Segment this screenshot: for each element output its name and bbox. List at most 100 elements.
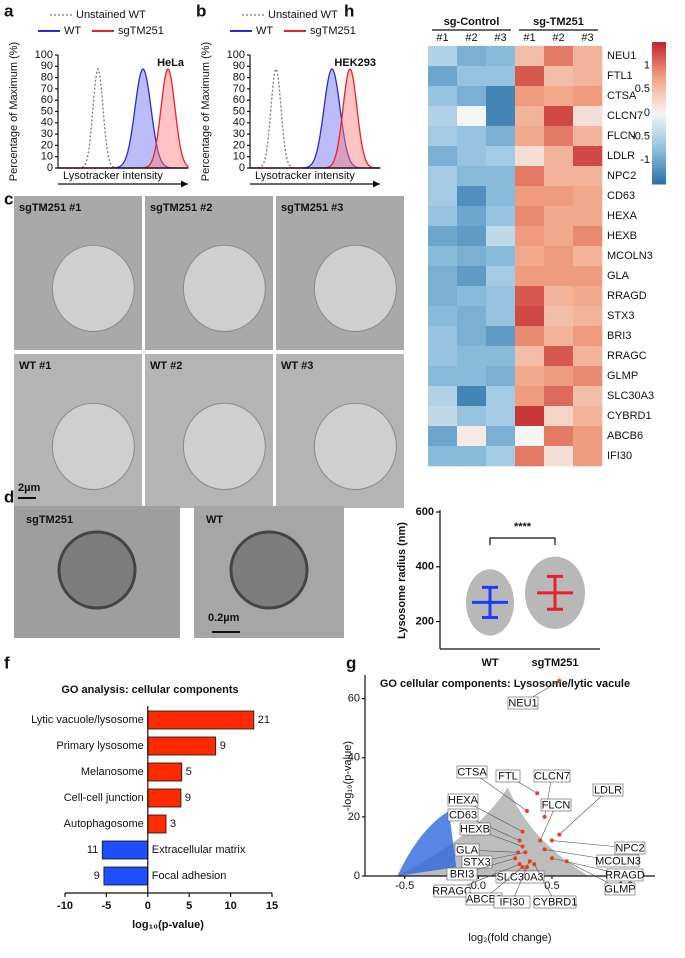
heatmap-cell <box>486 246 516 267</box>
gene-label: SLC30A3 <box>496 871 543 883</box>
image-label: WT #2 <box>150 360 182 372</box>
gene-label: FLCN <box>542 799 571 811</box>
heatmap-cell <box>486 166 516 187</box>
label-box <box>596 854 640 868</box>
count-label: 9 <box>94 870 100 882</box>
heatmap-cell <box>486 286 516 307</box>
colorbar-tick-label: -0.5 <box>631 131 650 143</box>
heatmap-cell <box>544 166 574 187</box>
point <box>520 844 525 849</box>
y-tick-label: 100 <box>227 49 245 61</box>
heatmap-cell <box>486 326 516 347</box>
lysosome <box>229 530 309 610</box>
point <box>527 859 532 864</box>
x-axis-label: Lysotracker intensity <box>255 170 355 182</box>
row-label: NEU1 <box>607 50 636 62</box>
colorbar-segment <box>652 65 666 69</box>
image-label: sgTM251 #2 <box>150 202 212 214</box>
heatmap-cell <box>573 66 603 87</box>
colorbar-segment <box>652 79 666 83</box>
colorbar-segment <box>652 58 666 62</box>
y-axis-label: -log₁₀(p-value) <box>342 741 354 811</box>
heatmap-cell <box>428 406 458 427</box>
x-tick-label: sgTM251 <box>531 657 578 669</box>
lysosome <box>57 530 137 610</box>
y-tick-label: 600 <box>416 506 434 518</box>
colorbar-segment <box>652 117 666 121</box>
heatmap-cell <box>573 386 603 407</box>
heatmap-cell <box>544 126 574 147</box>
x-axis-label: log₁₀(p-value) <box>132 919 204 931</box>
y-tick-label: 0 <box>354 870 360 882</box>
colorbar-segment <box>652 176 666 180</box>
heatmap-cell <box>573 366 603 387</box>
histogram-curve <box>58 68 189 169</box>
heatmap-cell <box>428 226 458 247</box>
image-label: WT #1 <box>19 360 51 372</box>
heatmap-cell <box>515 306 545 327</box>
row-label: ABCB6 <box>607 430 643 442</box>
heatmap-cell <box>573 446 603 467</box>
colorbar-segment <box>652 157 666 161</box>
heatmap-cell <box>457 406 487 427</box>
y-tick-label: 10 <box>233 151 245 163</box>
heatmap-cell <box>428 426 458 447</box>
heatmap-cell <box>515 86 545 107</box>
heatmap-cell <box>486 386 516 407</box>
panel-label: f <box>4 653 10 672</box>
heatmap-cell <box>486 226 516 247</box>
colorbar-segment <box>652 127 666 131</box>
heatmap-cell <box>544 446 574 467</box>
y-axis-label: Percentage of Maximum (%) <box>200 42 212 181</box>
y-tick-label: 10 <box>41 151 53 163</box>
heatmap-cell <box>544 146 574 167</box>
colorbar-segment <box>652 72 666 76</box>
heatmap-cell <box>457 166 487 187</box>
y-tick-label: 40 <box>348 752 360 764</box>
heatmap-cell <box>544 246 574 267</box>
heatmap-cell <box>457 386 487 407</box>
panel-label: h <box>344 1 354 20</box>
colorbar-segment <box>652 63 666 67</box>
colorbar-segment <box>652 46 666 50</box>
gene-label: BRI3 <box>450 868 474 880</box>
gene-label: FTL <box>498 770 518 782</box>
row-label: LDLR <box>607 150 635 162</box>
x-tick-label: 0 <box>145 900 151 912</box>
heatmap-cell <box>457 226 487 247</box>
colorbar-segment <box>652 115 666 119</box>
point <box>542 847 547 852</box>
count-label: 21 <box>258 714 270 726</box>
x-tick-label: 15 <box>266 900 278 912</box>
panel-label: a <box>4 1 14 20</box>
gene-label: CD63 <box>449 809 477 821</box>
colorbar-segment <box>652 51 666 55</box>
y-tick-label: 50 <box>41 105 53 117</box>
heatmap-cell <box>457 206 487 227</box>
colorbar-segment <box>652 169 666 173</box>
heatmap-cell <box>573 206 603 227</box>
colorbar-segment <box>652 113 666 116</box>
heatmap-cell <box>544 66 574 87</box>
heatmap-cell <box>573 106 603 127</box>
point <box>517 862 522 867</box>
y-tick-label: 0 <box>47 162 53 174</box>
row-label: HEXB <box>607 230 637 242</box>
scale-label: 0.2µm <box>208 612 240 624</box>
chart-title: GO cellular components: Lysosome/lytic v… <box>380 678 630 690</box>
column-label: #1 <box>436 32 448 44</box>
heatmap-cell <box>428 246 458 267</box>
nucleus <box>51 402 135 491</box>
row-label: GLA <box>607 270 630 282</box>
image-label: sgTM251 #3 <box>281 202 343 214</box>
colorbar-segment <box>652 42 666 45</box>
heatmap-cell <box>544 346 574 367</box>
colorbar-segment <box>652 101 666 105</box>
colorbar-segment <box>652 167 666 171</box>
heatmap-cell <box>573 186 603 207</box>
colorbar-segment <box>652 181 666 185</box>
colorbar-segment <box>652 108 666 112</box>
row-label: RRAGD <box>607 290 647 302</box>
heatmap-cell <box>486 106 516 127</box>
heatmap-cell <box>544 266 574 287</box>
